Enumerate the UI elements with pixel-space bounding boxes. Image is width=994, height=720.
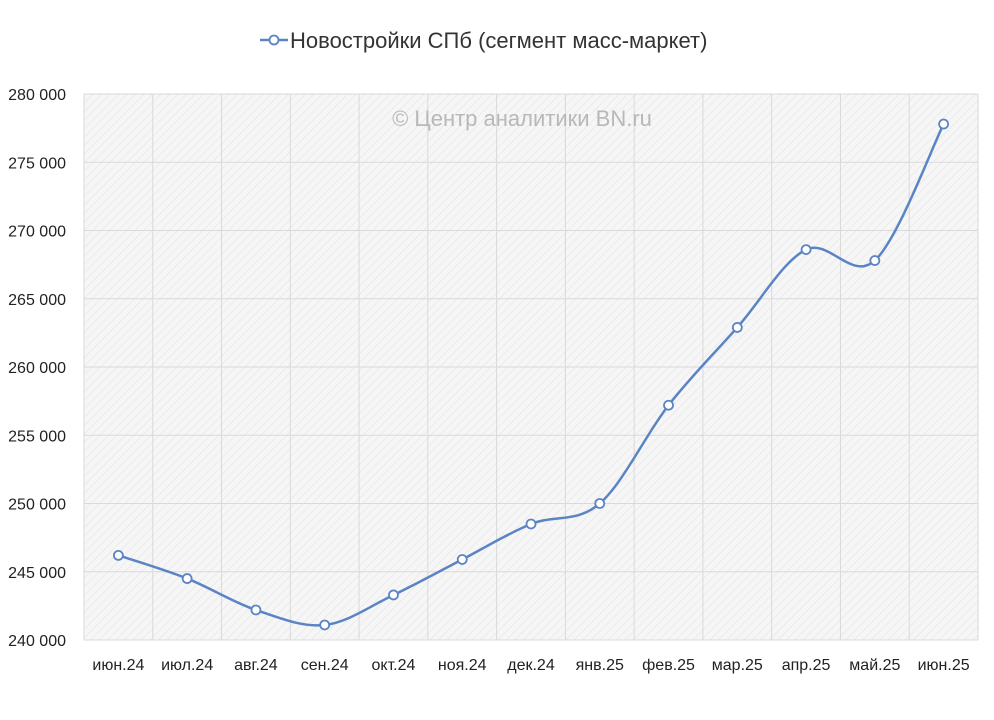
x-tick-label: апр.25 [782,657,831,674]
data-point [456,554,468,565]
series-line-group [117,122,945,627]
y-tick-label: 260 000 [8,360,66,377]
y-tick-label: 245 000 [8,565,66,582]
data-point [181,573,193,584]
data-point [800,244,812,256]
y-tick-label: 275 000 [8,155,66,172]
x-tick-label: июн.24 [92,657,144,674]
y-axis: 240 000 245 000 250 000 255 000 260 000 265 0… [8,87,66,650]
x-tick-label: дек.24 [507,657,555,674]
data-point [938,118,950,130]
y-tick-label: 265 000 [8,292,66,309]
data-point [663,399,674,411]
y-tick-label: 250 000 [8,497,66,514]
data-point [525,518,537,530]
legend-series-label: Новостройки СПб (сегмент масс-маркет) [290,28,707,53]
y-tick-label: 270 000 [8,224,66,241]
data-point [388,589,399,601]
x-tick-label: сен.24 [301,657,349,674]
series-line [117,122,945,627]
y-tick-label: 280 000 [8,87,66,104]
data-point [319,619,331,631]
x-tick-label: окт.24 [372,657,416,674]
data-point [731,322,743,333]
x-tick-label: июл.24 [161,657,213,674]
y-tick-label: 255 000 [8,428,66,445]
data-point [112,549,124,561]
y-tick-label: 240 000 [8,633,66,650]
data-point [869,255,881,266]
x-tick-label: ноя.24 [438,657,487,674]
legend-marker-swatch [268,34,280,46]
x-tick-label: мар.25 [712,657,763,674]
legend: Новостройки СПб (сегмент масс-маркет) [260,28,707,53]
x-axis: июн.24 июл.24 авг.24 сен.24 окт.24 ноя.24 дек.… [92,657,969,674]
data-point [594,498,606,509]
x-tick-label: май.25 [849,657,900,674]
watermark-text: © Центр аналитики BN.ru [392,106,652,131]
x-tick-label: июн.25 [918,657,970,674]
x-tick-label: авг.24 [234,657,278,674]
data-points [112,118,950,631]
gridlines [83,93,979,641]
x-tick-label: фев.25 [642,657,695,674]
data-point [250,604,262,616]
x-tick-label: янв.25 [576,657,624,674]
